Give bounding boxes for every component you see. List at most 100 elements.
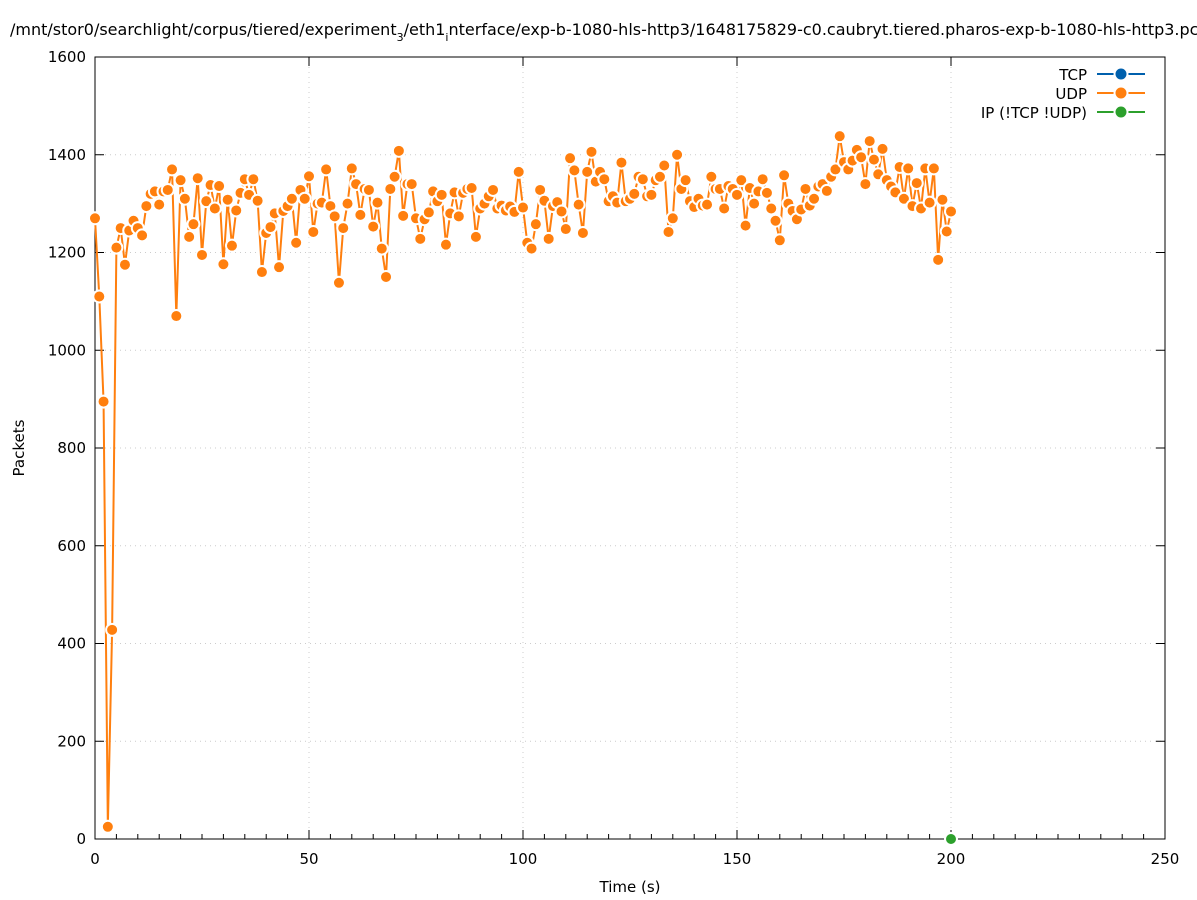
data-point-udp [182, 229, 197, 244]
data-point-udp [88, 211, 102, 226]
y-tick-label: 400 [57, 635, 86, 653]
data-point-udp [177, 191, 192, 206]
x-tick-label: 100 [509, 850, 538, 868]
data-point-udp [866, 152, 881, 167]
x-tick-label: 150 [723, 850, 752, 868]
y-axis-label: Packets [10, 419, 28, 476]
data-point-udp [421, 205, 436, 220]
data-point-udp [250, 193, 265, 208]
data-point-udp [931, 252, 946, 267]
data-point-udp [657, 158, 672, 173]
data-point-udp [516, 200, 530, 215]
legend: TCP UDP IP (!TCP !UDP) [981, 66, 1145, 122]
data-point-udp [327, 209, 342, 224]
x-tick-label: 200 [937, 850, 966, 868]
data-point-udp [344, 161, 359, 176]
data-point-udp [224, 238, 239, 253]
data-point-udp [807, 191, 822, 206]
data-point-udp [819, 183, 834, 198]
data-point-udp [580, 164, 595, 179]
chart-title: /mnt/stor0/searchlight/corpus/tiered/exp… [10, 20, 1197, 44]
data-point-udp [451, 209, 466, 224]
data-point-udp [772, 233, 787, 248]
data-point-udp [379, 269, 394, 284]
data-point-udp [353, 207, 368, 222]
y-tick-label: 800 [57, 439, 86, 457]
data-point-udp [738, 218, 753, 233]
data-point-udp [302, 169, 316, 184]
data-point-udp [875, 141, 890, 156]
x-tick-label: 0 [90, 850, 100, 868]
data-point-udp [340, 196, 355, 211]
data-point-udp [939, 224, 954, 239]
data-point-udp [464, 180, 479, 195]
data-point-udp [922, 195, 937, 210]
axis-ticks: 0 200 400 600 800 1000 1200 1400 1600 0 50 100 150 20… [48, 48, 1180, 868]
data-point-udp [901, 161, 916, 176]
y-tick-label: 200 [57, 732, 86, 750]
data-point-udp [391, 143, 406, 158]
data-point-udp [289, 235, 304, 250]
data-point-udp [319, 162, 334, 177]
data-point-udp [212, 179, 227, 194]
x-tick-label: 50 [299, 850, 318, 868]
data-point-udp [105, 622, 120, 637]
data-point-udp [661, 224, 676, 239]
data-point-udp [644, 187, 659, 202]
y-tick-label: 0 [76, 830, 86, 848]
data-point-udp [798, 181, 813, 196]
legend-marker-udp [1113, 85, 1129, 101]
data-point-udp [755, 172, 770, 187]
data-point-udp [109, 240, 124, 255]
data-point-udp [678, 173, 693, 188]
legend-label-ip: IP (!TCP !UDP) [981, 104, 1087, 122]
data-point-udp [468, 229, 483, 244]
data-point-udp [935, 192, 950, 207]
data-point-udp [614, 155, 629, 170]
data-point-udp [734, 173, 749, 188]
data-point-udp [768, 213, 783, 228]
data-point-udp [139, 199, 154, 214]
y-tick-label: 1600 [48, 48, 86, 66]
data-point-udp [575, 225, 590, 240]
data-point-udp [92, 289, 107, 304]
data-point-udp [220, 192, 235, 207]
series-layer [88, 129, 958, 846]
data-point-udp [832, 129, 847, 144]
data-point-udp [854, 150, 869, 165]
data-point-udp [528, 217, 543, 232]
data-point-udp [117, 257, 132, 272]
data-point-udp [100, 819, 115, 834]
data-point-udp [511, 164, 526, 179]
data-point-udp [704, 169, 719, 184]
data-point-udp [652, 169, 667, 184]
y-tick-label: 1200 [48, 244, 86, 262]
data-point-udp [306, 224, 321, 239]
data-point-udp [944, 204, 958, 219]
data-point-udp [717, 201, 732, 216]
y-tick-label: 1400 [48, 146, 86, 164]
legend-marker-ip [1113, 104, 1129, 120]
data-point-udp [173, 173, 188, 188]
data-point-udp [195, 247, 209, 262]
x-tick-label: 250 [1151, 850, 1180, 868]
data-point-udp [404, 177, 419, 192]
data-point-udp [297, 191, 312, 206]
data-point-udp [366, 219, 381, 234]
y-tick-label: 1000 [48, 341, 86, 359]
data-point-udp [434, 187, 449, 202]
legend-marker-tcp [1113, 66, 1129, 82]
data-point-udp [383, 181, 398, 196]
data-point-udp [858, 177, 873, 192]
data-point-udp [152, 197, 167, 212]
data-point-udp [361, 182, 376, 197]
data-point-udp [169, 309, 184, 324]
data-point-udp [597, 172, 612, 187]
legend-label-tcp: TCP [1058, 66, 1087, 84]
data-point-udp [374, 241, 389, 256]
data-point-udp [199, 194, 214, 209]
data-point-udp [747, 196, 762, 211]
data-point-udp [438, 237, 453, 252]
data-point-udp [670, 147, 685, 162]
data-point-udp [96, 394, 111, 409]
